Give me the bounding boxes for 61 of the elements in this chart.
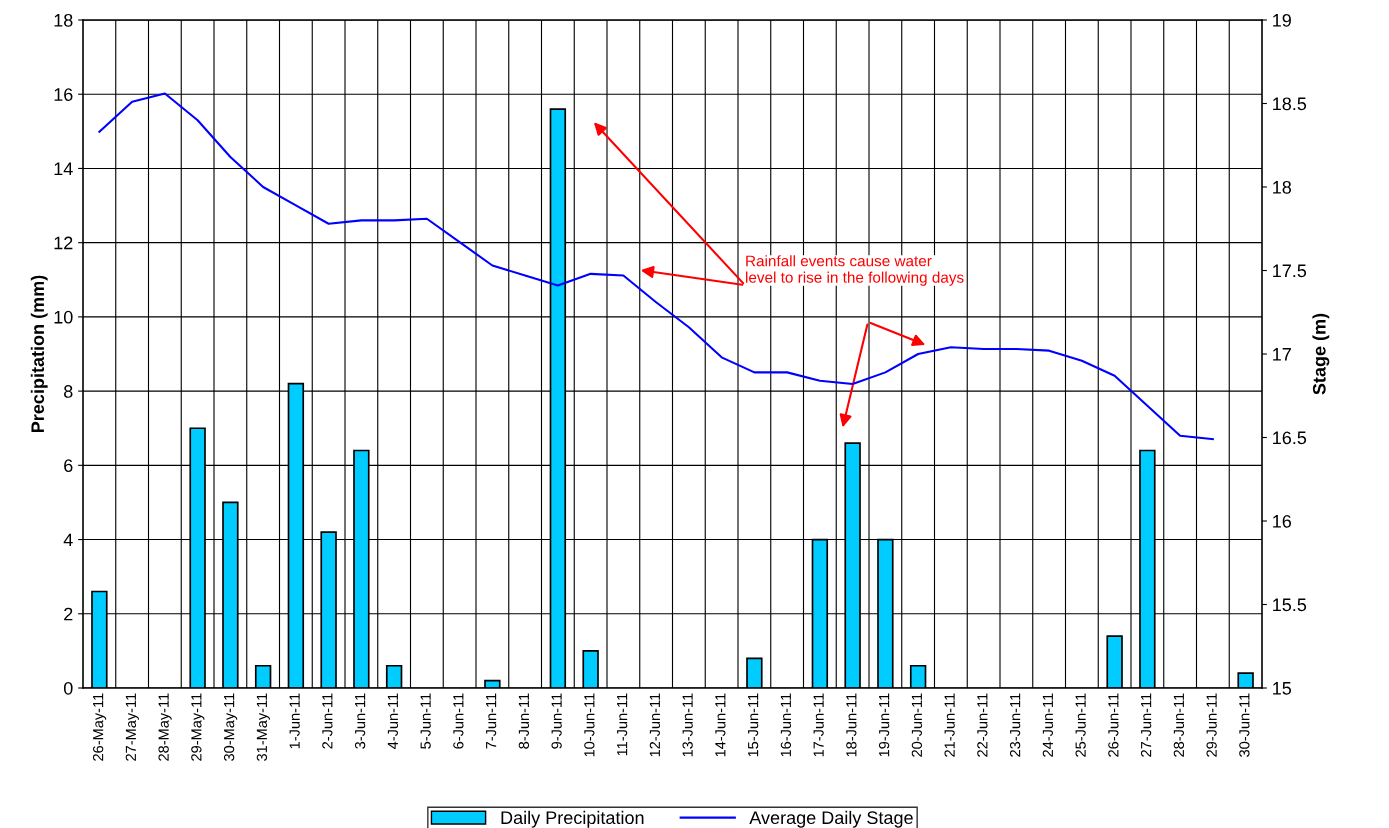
x-tick-label: 12-Jun-11 [649,693,661,757]
y2-tick-label: 18.5 [1273,97,1307,111]
y-tick-label: 12 [54,236,73,250]
x-tick-label: 15-Jun-11 [748,693,759,757]
y-tick-label: 16 [54,88,73,101]
x-tick-label: 20-Jun-11 [911,693,923,757]
x-tick-label: 26-Jun-11 [1108,693,1119,757]
x-tick-label: 7-Jun-11 [486,693,497,749]
y2-axis-title: Stage (m) [1312,313,1330,395]
y2-tick-label: 16.5 [1273,431,1307,445]
y-tick-label: 6 [64,459,73,473]
x-tick-label: 14-Jun-11 [715,693,726,757]
y-tick-label: 8 [64,385,73,398]
x-tick-label: 3-Jun-11 [354,693,366,749]
y2-tick-label: 15 [1273,682,1292,695]
y-tick-label: 2 [64,607,73,621]
x-tick-label: 6-Jun-11 [453,693,464,749]
x-tick-label: 10-Jun-11 [584,693,595,757]
y-tick-label: 4 [63,533,73,547]
x-tick-label: 4-Jun-11 [387,693,399,749]
y2-tick-label: 19 [1273,13,1291,27]
legend-label: Average Daily Stage [749,810,913,828]
annotation: Rainfall events cause water level to rise in the following days [746,255,964,286]
y-tick-label: 0 [63,681,73,695]
x-tick-label: 22-Jun-11 [977,693,988,757]
y-tick-label: 18 [54,13,73,27]
y2-tick-label: 18 [1273,180,1292,194]
x-tick-label: 13-Jun-11 [682,693,693,757]
x-tick-label: 5-Jun-11 [420,693,431,749]
x-tick-label: 2-Jun-11 [322,693,333,749]
x-tick-label: 9-Jun-11 [551,693,562,749]
x-tick-label: 29-Jun-11 [1206,693,1217,757]
y-axis-title: Precipitation (mm) [30,275,48,433]
x-tick-label: 30-May-11 [223,693,238,761]
x-tick-label: 29-May-11 [191,693,205,761]
x-tick-label: 23-Jun-11 [1009,693,1021,757]
x-tick-label: 17-Jun-11 [813,693,824,757]
x-tick-label: 21-Jun-11 [944,693,955,757]
y2-tick-label: 17 [1273,348,1291,361]
legend-label: Daily Precipitation [501,810,644,828]
x-tick-label: 1-Jun-11 [289,693,300,749]
x-tick-label: 28-May-11 [158,693,172,761]
x-tick-label: 27-May-11 [125,693,139,761]
x-tick-label: 28-Jun-11 [1173,693,1185,757]
x-tick-label: 8-Jun-11 [518,693,530,749]
x-tick-label: 24-Jun-11 [1042,693,1054,757]
y2-tick-label: 17.5 [1273,264,1307,278]
y2-tick-label: 16 [1273,514,1292,528]
x-tick-label: 19-Jun-11 [878,693,890,757]
x-tick-label: 18-Jun-11 [846,693,857,757]
x-tick-label: 11-Jun-11 [617,693,628,756]
y2-tick-label: 15.5 [1273,598,1307,612]
x-tick-label: 31-May-11 [256,693,270,761]
line-series [98,92,1214,441]
y-tick-label: 10 [54,310,73,324]
x-tick-label: 27-Jun-11 [1140,693,1152,757]
x-tick-label: 25-Jun-11 [1075,693,1086,757]
x-tick-label: 30-Jun-11 [1239,693,1250,757]
x-tick-label: 16-Jun-11 [780,693,792,757]
x-tick-label: 26-May-11 [92,693,107,761]
y-tick-label: 14 [54,162,73,175]
